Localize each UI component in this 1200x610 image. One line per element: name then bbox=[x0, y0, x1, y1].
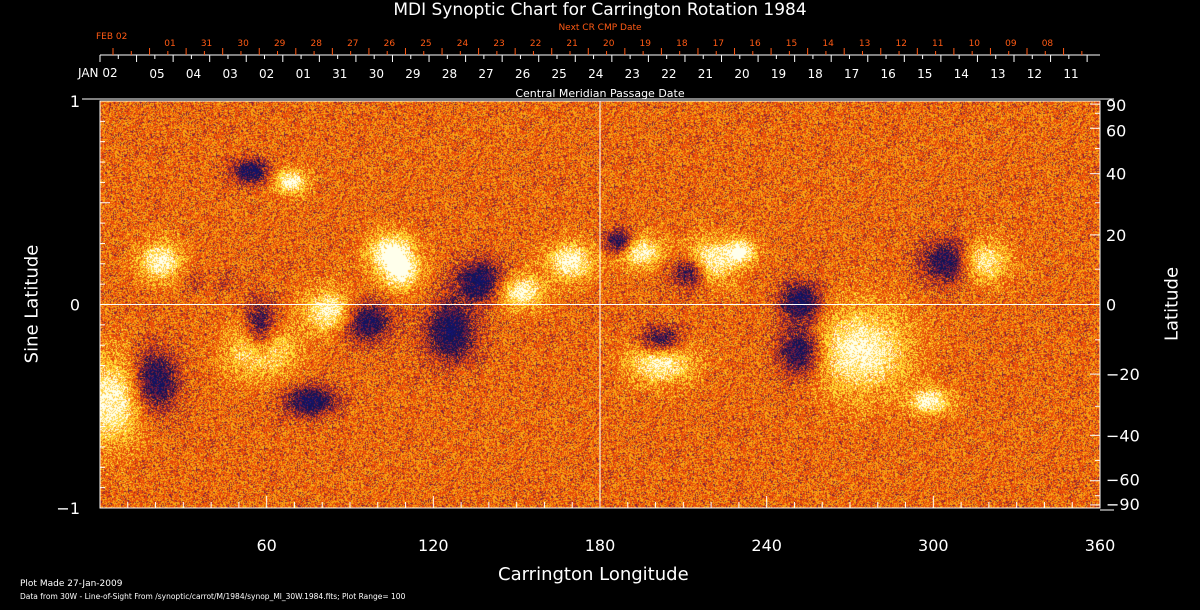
x-tick-label: 60 bbox=[256, 536, 276, 555]
next-date-label: 11 bbox=[932, 39, 943, 49]
next-date-label: 29 bbox=[274, 39, 286, 49]
cmp-date-label: 01 bbox=[296, 67, 311, 81]
y-tick-label: 0 bbox=[70, 296, 80, 315]
next-date-label: 18 bbox=[676, 39, 688, 49]
next-axis-start-label: FEB 02 bbox=[96, 32, 128, 42]
x-tick-label: 360 bbox=[1085, 536, 1116, 555]
y2-tick-label: 40 bbox=[1106, 165, 1126, 184]
cmp-date-label: 27 bbox=[478, 67, 493, 81]
cmp-date-label: 23 bbox=[625, 67, 640, 81]
cmp-date-label: 31 bbox=[332, 67, 347, 81]
cmp-date-label: 13 bbox=[990, 67, 1005, 81]
next-date-label: 28 bbox=[311, 39, 323, 49]
cmp-date-label: 24 bbox=[588, 67, 603, 81]
next-date-label: 17 bbox=[713, 39, 724, 49]
x-axis-label: Carrington Longitude bbox=[498, 564, 689, 585]
chart-title: MDI Synoptic Chart for Carrington Rotati… bbox=[393, 0, 807, 20]
cmp-date-label: 11 bbox=[1063, 67, 1078, 81]
cmp-date-label: 19 bbox=[771, 67, 786, 81]
y2-tick-label: 20 bbox=[1106, 226, 1126, 245]
next-date-label: 26 bbox=[384, 39, 396, 49]
next-date-label: 13 bbox=[859, 39, 870, 49]
next-date-label: 24 bbox=[457, 39, 469, 49]
next-date-label: 15 bbox=[786, 39, 797, 49]
cmp-date-label: 15 bbox=[917, 67, 932, 81]
next-date-label: 14 bbox=[822, 39, 834, 49]
top-axis-start-label: JAN 02 bbox=[78, 66, 118, 80]
next-cmp-axis-label: Next CR CMP Date bbox=[558, 23, 642, 33]
x-tick-label: 120 bbox=[418, 536, 449, 555]
next-date-label: 12 bbox=[895, 39, 906, 49]
cmp-date-label: 26 bbox=[515, 67, 530, 81]
next-date-label: 22 bbox=[530, 39, 541, 49]
y2-tick-label: 90 bbox=[1106, 96, 1126, 115]
cmp-date-label: 05 bbox=[149, 67, 164, 81]
y-axis-label: Sine Latitude bbox=[21, 244, 43, 364]
next-date-label: 23 bbox=[493, 39, 504, 49]
next-date-label: 16 bbox=[749, 39, 761, 49]
y2-tick-label: −20 bbox=[1106, 365, 1140, 384]
y-tick-label: −1 bbox=[56, 499, 80, 518]
x-tick-label: 180 bbox=[585, 536, 616, 555]
next-date-label: 30 bbox=[237, 39, 249, 49]
cmp-date-label: 21 bbox=[698, 67, 713, 81]
cmp-date-label: 14 bbox=[954, 67, 969, 81]
cmp-date-label: 16 bbox=[881, 67, 896, 81]
cmp-date-label: 04 bbox=[186, 67, 201, 81]
cmp-date-label: 28 bbox=[442, 67, 457, 81]
cmp-date-label: 29 bbox=[405, 67, 420, 81]
y2-axis-label: Latitude bbox=[1161, 266, 1183, 342]
next-date-label: 10 bbox=[969, 39, 981, 49]
next-date-label: 19 bbox=[640, 39, 652, 49]
y2-tick-label: −40 bbox=[1106, 426, 1140, 445]
next-date-label: 27 bbox=[347, 39, 358, 49]
cmp-date-label: 22 bbox=[661, 67, 676, 81]
y2-tick-label: 60 bbox=[1106, 121, 1126, 140]
y-tick-label: 1 bbox=[70, 92, 80, 111]
cmp-date-label: 03 bbox=[222, 67, 237, 81]
x-tick-label: 240 bbox=[751, 536, 782, 555]
plot-made-note: Plot Made 27-Jan-2009 bbox=[20, 579, 123, 589]
next-date-label: 20 bbox=[603, 39, 615, 49]
next-date-label: 01 bbox=[164, 39, 175, 49]
cmp-date-label: 02 bbox=[259, 67, 274, 81]
y2-tick-label: −60 bbox=[1106, 471, 1140, 490]
cmp-date-label: 25 bbox=[552, 67, 567, 81]
next-date-label: 25 bbox=[420, 39, 431, 49]
y2-tick-label: −90 bbox=[1106, 495, 1140, 514]
next-date-label: 09 bbox=[1005, 39, 1017, 49]
cmp-date-label: 20 bbox=[734, 67, 749, 81]
data-source-note: Data from 30W - Line-of-Sight From /syno… bbox=[20, 592, 406, 601]
next-date-label: 21 bbox=[566, 39, 577, 49]
cmp-date-label: 17 bbox=[844, 67, 859, 81]
x-tick-label: 300 bbox=[918, 536, 949, 555]
y2-tick-label: 0 bbox=[1106, 296, 1116, 315]
cmp-date-label: 12 bbox=[1027, 67, 1042, 81]
next-date-label: 08 bbox=[1042, 39, 1054, 49]
cmp-date-label: 30 bbox=[369, 67, 384, 81]
cmp-axis-label: Central Meridian Passage Date bbox=[515, 87, 685, 100]
next-date-label: 31 bbox=[201, 39, 212, 49]
cmp-date-label: 18 bbox=[807, 67, 822, 81]
